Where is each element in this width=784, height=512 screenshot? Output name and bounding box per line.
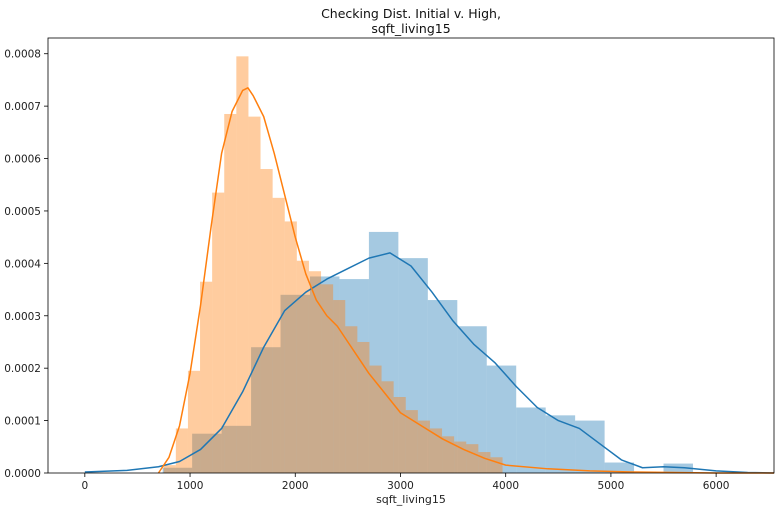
series-0-bar	[251, 347, 281, 473]
series-1-bar	[466, 444, 479, 473]
x-axis: 0 1000 2000 3000 4000 5000 6000	[81, 473, 729, 492]
series-0-histogram	[162, 231, 693, 473]
series-1-bar	[333, 300, 346, 473]
series-1-histogram	[163, 56, 503, 474]
series-1-bar	[442, 436, 455, 473]
series-0-bar	[486, 365, 517, 473]
chart-title-line-2: sqft_living15	[371, 21, 450, 36]
series-1-bar	[405, 410, 418, 473]
series-1-bar	[369, 365, 382, 473]
series-1-bar	[248, 116, 261, 474]
series-1-bar	[284, 221, 297, 473]
series-0-bar	[309, 276, 340, 473]
series-1-bar	[175, 428, 188, 473]
series-1-bar	[163, 465, 176, 473]
series-1-bar	[357, 341, 370, 473]
y-tick-label: 0.0002	[4, 363, 41, 375]
y-tick-label: 0.0001	[4, 416, 41, 428]
plot-area	[84, 56, 775, 474]
series-1-bar	[296, 260, 309, 473]
x-tick-label: 6000	[703, 480, 730, 492]
series-1-bar	[321, 284, 334, 473]
series-0-bar	[280, 294, 310, 473]
series-1-bar	[224, 113, 237, 474]
series-1-bar	[260, 169, 273, 473]
x-tick-label: 1000	[177, 480, 204, 492]
series-0-kde-line	[84, 252, 775, 474]
series-0-bar	[663, 463, 693, 473]
x-tick-label: 0	[81, 480, 88, 492]
x-tick-label: 4000	[492, 480, 519, 492]
series-1-bar	[212, 192, 225, 473]
series-0-bar	[192, 433, 222, 473]
x-tick-label: 2000	[282, 480, 309, 492]
x-tick-label: 3000	[387, 480, 414, 492]
series-0-bar	[339, 279, 369, 473]
series-0-bar	[368, 231, 399, 473]
y-axis: 0.0000 0.0001 0.0002 0.0003 0.0004 0.0005 0.00…	[4, 49, 48, 480]
series-1-bar	[417, 420, 430, 473]
y-tick-label: 0.0000	[4, 468, 41, 480]
series-1-bar	[272, 197, 285, 473]
y-tick-label: 0.0008	[4, 49, 41, 61]
x-tick-label: 5000	[598, 480, 625, 492]
series-0-bar	[398, 258, 428, 473]
series-1-bar	[200, 281, 213, 473]
y-tick-label: 0.0006	[4, 154, 41, 166]
series-1-bar	[393, 397, 406, 473]
y-tick-label: 0.0003	[4, 311, 41, 323]
series-1-bar	[345, 326, 358, 473]
series-0-bar	[221, 425, 252, 473]
series-1-bar	[381, 381, 394, 473]
series-1-kde-line	[157, 87, 774, 474]
y-tick-label: 0.0005	[4, 206, 41, 218]
x-axis-label: sqft_living15	[376, 493, 446, 506]
series-1-bar	[490, 457, 503, 473]
plot-frame	[47, 37, 775, 474]
series-0-bar	[516, 407, 546, 473]
series-1-bar	[187, 370, 201, 473]
chart-title-line-1: Checking Dist. Initial v. High,	[321, 6, 501, 21]
y-tick-label: 0.0004	[4, 258, 41, 270]
series-1-bar	[308, 271, 322, 473]
series-1-bar	[236, 56, 249, 473]
series-1-bar	[478, 452, 491, 473]
series-0-bar	[604, 462, 635, 473]
series-1-bar	[429, 428, 443, 473]
y-tick-label: 0.0007	[4, 101, 41, 113]
series-0-bar	[162, 467, 193, 473]
series-0-bar	[545, 415, 576, 473]
